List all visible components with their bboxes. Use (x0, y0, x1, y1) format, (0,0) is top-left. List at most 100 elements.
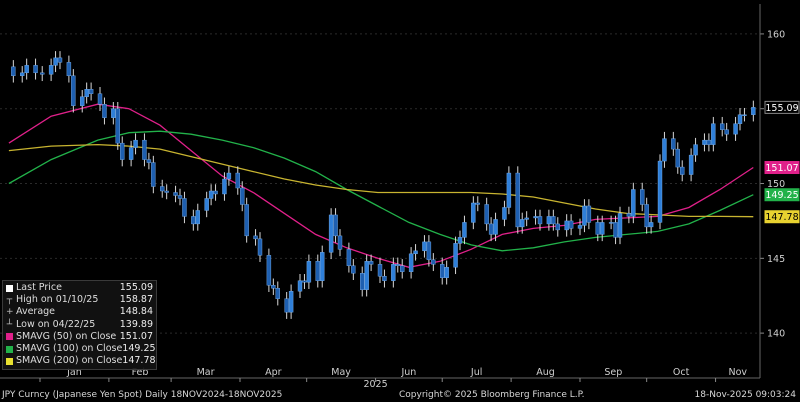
candle-body (337, 235, 343, 250)
chart-legend: Last Price 155.09 ┬ High on 01/10/25 158… (2, 280, 157, 371)
candle-body (457, 237, 463, 244)
candle-body (222, 178, 227, 195)
candle-body (257, 238, 263, 256)
candle-body (733, 123, 738, 135)
candle-body (657, 160, 663, 223)
candle-body (328, 214, 334, 253)
candle-body (226, 172, 232, 180)
candle-body (97, 93, 103, 105)
x-year-label: 2025 (363, 379, 387, 390)
candle-body (613, 222, 618, 238)
candle-body (333, 214, 338, 237)
candle-body (346, 249, 352, 266)
candle-body (608, 222, 614, 224)
legend-row-smavg-50: SMAVG (50) on Close 151.07 (6, 331, 153, 343)
y-tick-label: 145 (767, 254, 785, 265)
candle-body (537, 216, 543, 225)
y-tick-label: 150 (767, 179, 785, 190)
candle-body (33, 65, 38, 74)
candle-body (546, 216, 552, 225)
x-tick-label: Feb (132, 367, 149, 378)
candle-body (564, 220, 569, 231)
candle-body (306, 261, 312, 283)
x-tick-label: Jun (400, 367, 416, 378)
candle-body (702, 139, 707, 145)
x-tick-label: Sep (604, 367, 622, 378)
legend-row-last-price: Last Price 155.09 (6, 282, 153, 294)
candle-body (680, 166, 685, 175)
x-tick-label: Jan (66, 367, 82, 378)
candle-body (115, 108, 120, 144)
candle-body (617, 213, 623, 238)
candle-body (360, 273, 365, 290)
candle-body (24, 65, 29, 74)
candle-body (368, 261, 374, 265)
candle-body (444, 267, 449, 278)
candle-body (737, 114, 743, 124)
candle-body (146, 159, 152, 163)
candle-body (422, 241, 427, 252)
candle-body (688, 154, 694, 175)
legend-label: High on 01/10/25 (16, 294, 99, 306)
legend-label: Last Price (16, 282, 62, 293)
average-marker-icon: + (6, 307, 14, 318)
candle-body (164, 190, 169, 193)
candle-body (577, 225, 583, 229)
candle-body (515, 172, 520, 228)
legend-value: 155.09 (119, 282, 153, 293)
candle-body (71, 75, 76, 106)
price-tag-box (764, 188, 800, 202)
footer-copyright: Copyright© 2025 Bloomberg Finance L.P. (399, 390, 585, 400)
legend-label: SMAVG (50) on Close (16, 330, 117, 342)
chart-footer: JPY Curncy (Japanese Yen Spot) Daily 18N… (0, 389, 800, 402)
candle-body (671, 138, 676, 150)
candle-body (693, 144, 698, 156)
x-tick-label: Mar (197, 367, 215, 378)
candle-body (208, 190, 214, 199)
legend-value: 139.89 (119, 318, 153, 330)
legend-value: 151.07 (119, 330, 153, 342)
candle-body (88, 89, 94, 94)
candle-body (662, 138, 667, 162)
legend-row-smavg-100: SMAVG (100) on Close 149.25 (6, 343, 156, 355)
candle-body (271, 285, 276, 289)
candle-body (20, 72, 25, 77)
candle-body (675, 148, 680, 168)
candle-body (315, 261, 320, 281)
candle-body (586, 205, 592, 223)
candle-body (506, 172, 512, 208)
series-line-smavg-100 (8, 130, 754, 252)
candle-body (631, 189, 636, 217)
price-tag-box (764, 100, 800, 114)
candle-body (600, 222, 605, 235)
candle-body (351, 265, 356, 274)
y-tick-label: 160 (767, 29, 785, 40)
candle-body (40, 72, 45, 75)
legend-swatch-last-price (6, 284, 13, 292)
candle-body (520, 219, 525, 228)
candle-body (462, 222, 467, 238)
price-tag-box (764, 210, 800, 224)
candle-body (751, 107, 756, 115)
candle-body (182, 198, 187, 217)
x-tick-label: Apr (265, 367, 282, 378)
price-tag-box (764, 161, 800, 175)
candle-body (213, 190, 218, 195)
low-marker-icon: ┴ (6, 319, 13, 330)
candle-body (426, 241, 432, 261)
candle-body (395, 264, 400, 266)
legend-row-smavg-200: SMAVG (200) on Close 147.78 (6, 355, 156, 367)
candle-body (84, 89, 89, 97)
candle-body (80, 96, 85, 106)
legend-swatch-smavg-200 (6, 357, 13, 365)
candle-body (275, 288, 280, 299)
candle-body (742, 114, 747, 116)
x-tick-label: Jul (470, 367, 482, 378)
candle-body (626, 213, 632, 217)
candle-body (724, 129, 729, 135)
candle-body (244, 204, 249, 237)
legend-value: 148.84 (119, 306, 153, 318)
candle-body (475, 202, 480, 205)
legend-row-average: + Average 148.84 (6, 306, 153, 318)
